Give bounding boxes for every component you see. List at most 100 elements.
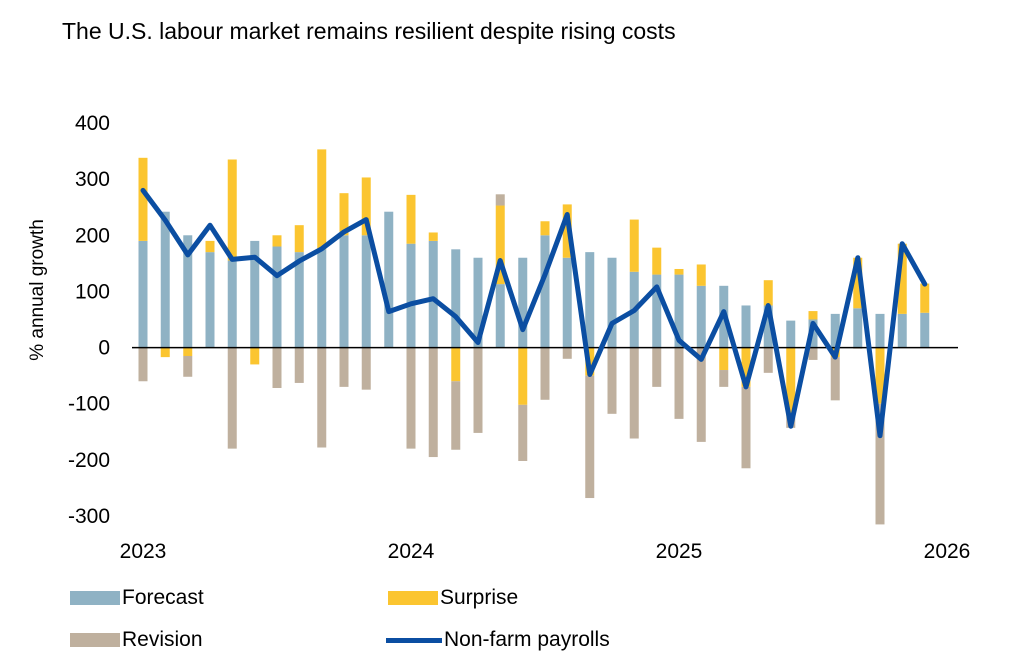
surprise-bar — [719, 347, 729, 371]
revision-bar — [451, 381, 461, 450]
forecast-bar — [495, 284, 505, 348]
surprise-bar — [451, 347, 461, 382]
surprise-bar — [853, 257, 863, 309]
revision-bar — [607, 347, 617, 414]
legend-revision: Revision — [70, 628, 203, 652]
revision-bar — [719, 370, 729, 387]
surprise-bar — [808, 311, 818, 320]
y-tick-label: -300 — [68, 505, 110, 528]
forecast-bar — [317, 249, 327, 348]
surprise-bar — [786, 347, 796, 417]
revision-bar — [339, 347, 349, 387]
surprise-bar — [652, 247, 662, 275]
forecast-bar — [786, 320, 796, 348]
revision-bar — [227, 347, 237, 449]
revision-bar — [317, 347, 327, 448]
x-tick-label: 2025 — [656, 540, 703, 563]
x-tick-label: 2026 — [924, 540, 971, 563]
revision-bar — [763, 347, 773, 373]
surprise-bar — [518, 347, 528, 405]
surprise-bar — [741, 347, 751, 387]
forecast-bar — [741, 305, 751, 348]
revision-bar — [629, 347, 639, 439]
surprise-bar — [875, 347, 885, 404]
legend-payrolls-swatch — [386, 637, 442, 643]
surprise-bar — [227, 159, 237, 261]
chart-title: The U.S. labour market remains resilient… — [62, 18, 676, 44]
forecast-bar — [652, 274, 662, 348]
y-tick-label: -200 — [68, 449, 110, 472]
legend-payrolls-label: Non-farm payrolls — [444, 628, 610, 651]
revision-bar — [361, 347, 371, 390]
forecast-bar — [473, 257, 483, 348]
revision-bar — [652, 347, 662, 387]
revision-bar — [138, 347, 148, 382]
y-tick-label: 0 — [98, 337, 110, 360]
revision-bar — [294, 347, 304, 383]
forecast-bar — [920, 312, 930, 348]
forecast-bar — [294, 252, 304, 348]
forecast-bar — [763, 305, 773, 348]
y-tick-label: 300 — [75, 168, 110, 191]
surprise-bar — [250, 347, 260, 365]
y-axis-label: % annual growth — [27, 219, 48, 361]
legend-surprise: Surprise — [388, 586, 518, 610]
surprise-bar — [339, 193, 349, 236]
payrolls-line — [140, 187, 928, 439]
forecast-bar — [540, 235, 550, 348]
y-tick-label: 400 — [75, 112, 110, 135]
surprise-bar — [183, 347, 193, 356]
forecast-bar — [384, 211, 394, 348]
legend-revision-label: Revision — [122, 628, 203, 651]
surprise-bar — [317, 149, 327, 250]
legend-payrolls: Non-farm payrolls — [386, 628, 610, 652]
revision-bar — [473, 347, 483, 433]
x-tick-label: 2024 — [388, 540, 435, 563]
revision-bar — [674, 347, 684, 419]
revision-bar — [585, 375, 595, 499]
surprise-bar — [495, 205, 505, 285]
legend-forecast: Forecast — [70, 586, 204, 610]
surprise-bar — [696, 264, 706, 286]
forecast-bar — [361, 235, 371, 348]
forecast-bar — [853, 308, 863, 348]
surprise-bar — [138, 157, 148, 241]
revision-bar — [830, 357, 840, 401]
forecast-bar — [585, 252, 595, 348]
forecast-bar — [428, 240, 438, 348]
surprise-bar — [629, 219, 639, 272]
forecast-bar — [875, 313, 885, 348]
forecast-bar — [607, 257, 617, 348]
surprise-bar — [361, 177, 371, 236]
tick-labels: 400 300 200 100 0 -100 -200 -300 2023 2024 2025 202… — [68, 112, 970, 563]
forecast-bar — [160, 211, 170, 348]
revision-bar — [272, 347, 282, 388]
legend-forecast-swatch — [70, 591, 120, 605]
surprise-bar — [294, 225, 304, 253]
revision-bar — [562, 347, 572, 359]
surprise-bar — [406, 194, 416, 244]
y-tick-label: 100 — [75, 280, 110, 303]
forecast-bar — [830, 313, 840, 348]
surprise-bar — [897, 243, 907, 314]
revision-bar — [495, 194, 505, 206]
forecast-bar — [183, 235, 193, 348]
surprise-bar — [540, 221, 550, 236]
legend-surprise-label: Surprise — [440, 586, 519, 609]
revision-bar — [183, 355, 193, 377]
forecast-bar — [562, 257, 572, 348]
revision-bar — [741, 386, 751, 469]
revision-bar — [808, 347, 818, 360]
surprise-bar — [160, 347, 170, 358]
forecast-bar — [250, 240, 260, 348]
forecast-bar — [227, 260, 237, 348]
revision-bar — [696, 347, 706, 442]
forecast-bar — [205, 252, 215, 348]
surprise-bar — [428, 232, 438, 241]
surprise-bar — [272, 235, 282, 247]
legend-forecast-label: Forecast — [122, 586, 204, 609]
forecast-bar — [272, 246, 282, 348]
surprise-bar — [674, 268, 684, 275]
forecast-bar — [696, 285, 706, 348]
